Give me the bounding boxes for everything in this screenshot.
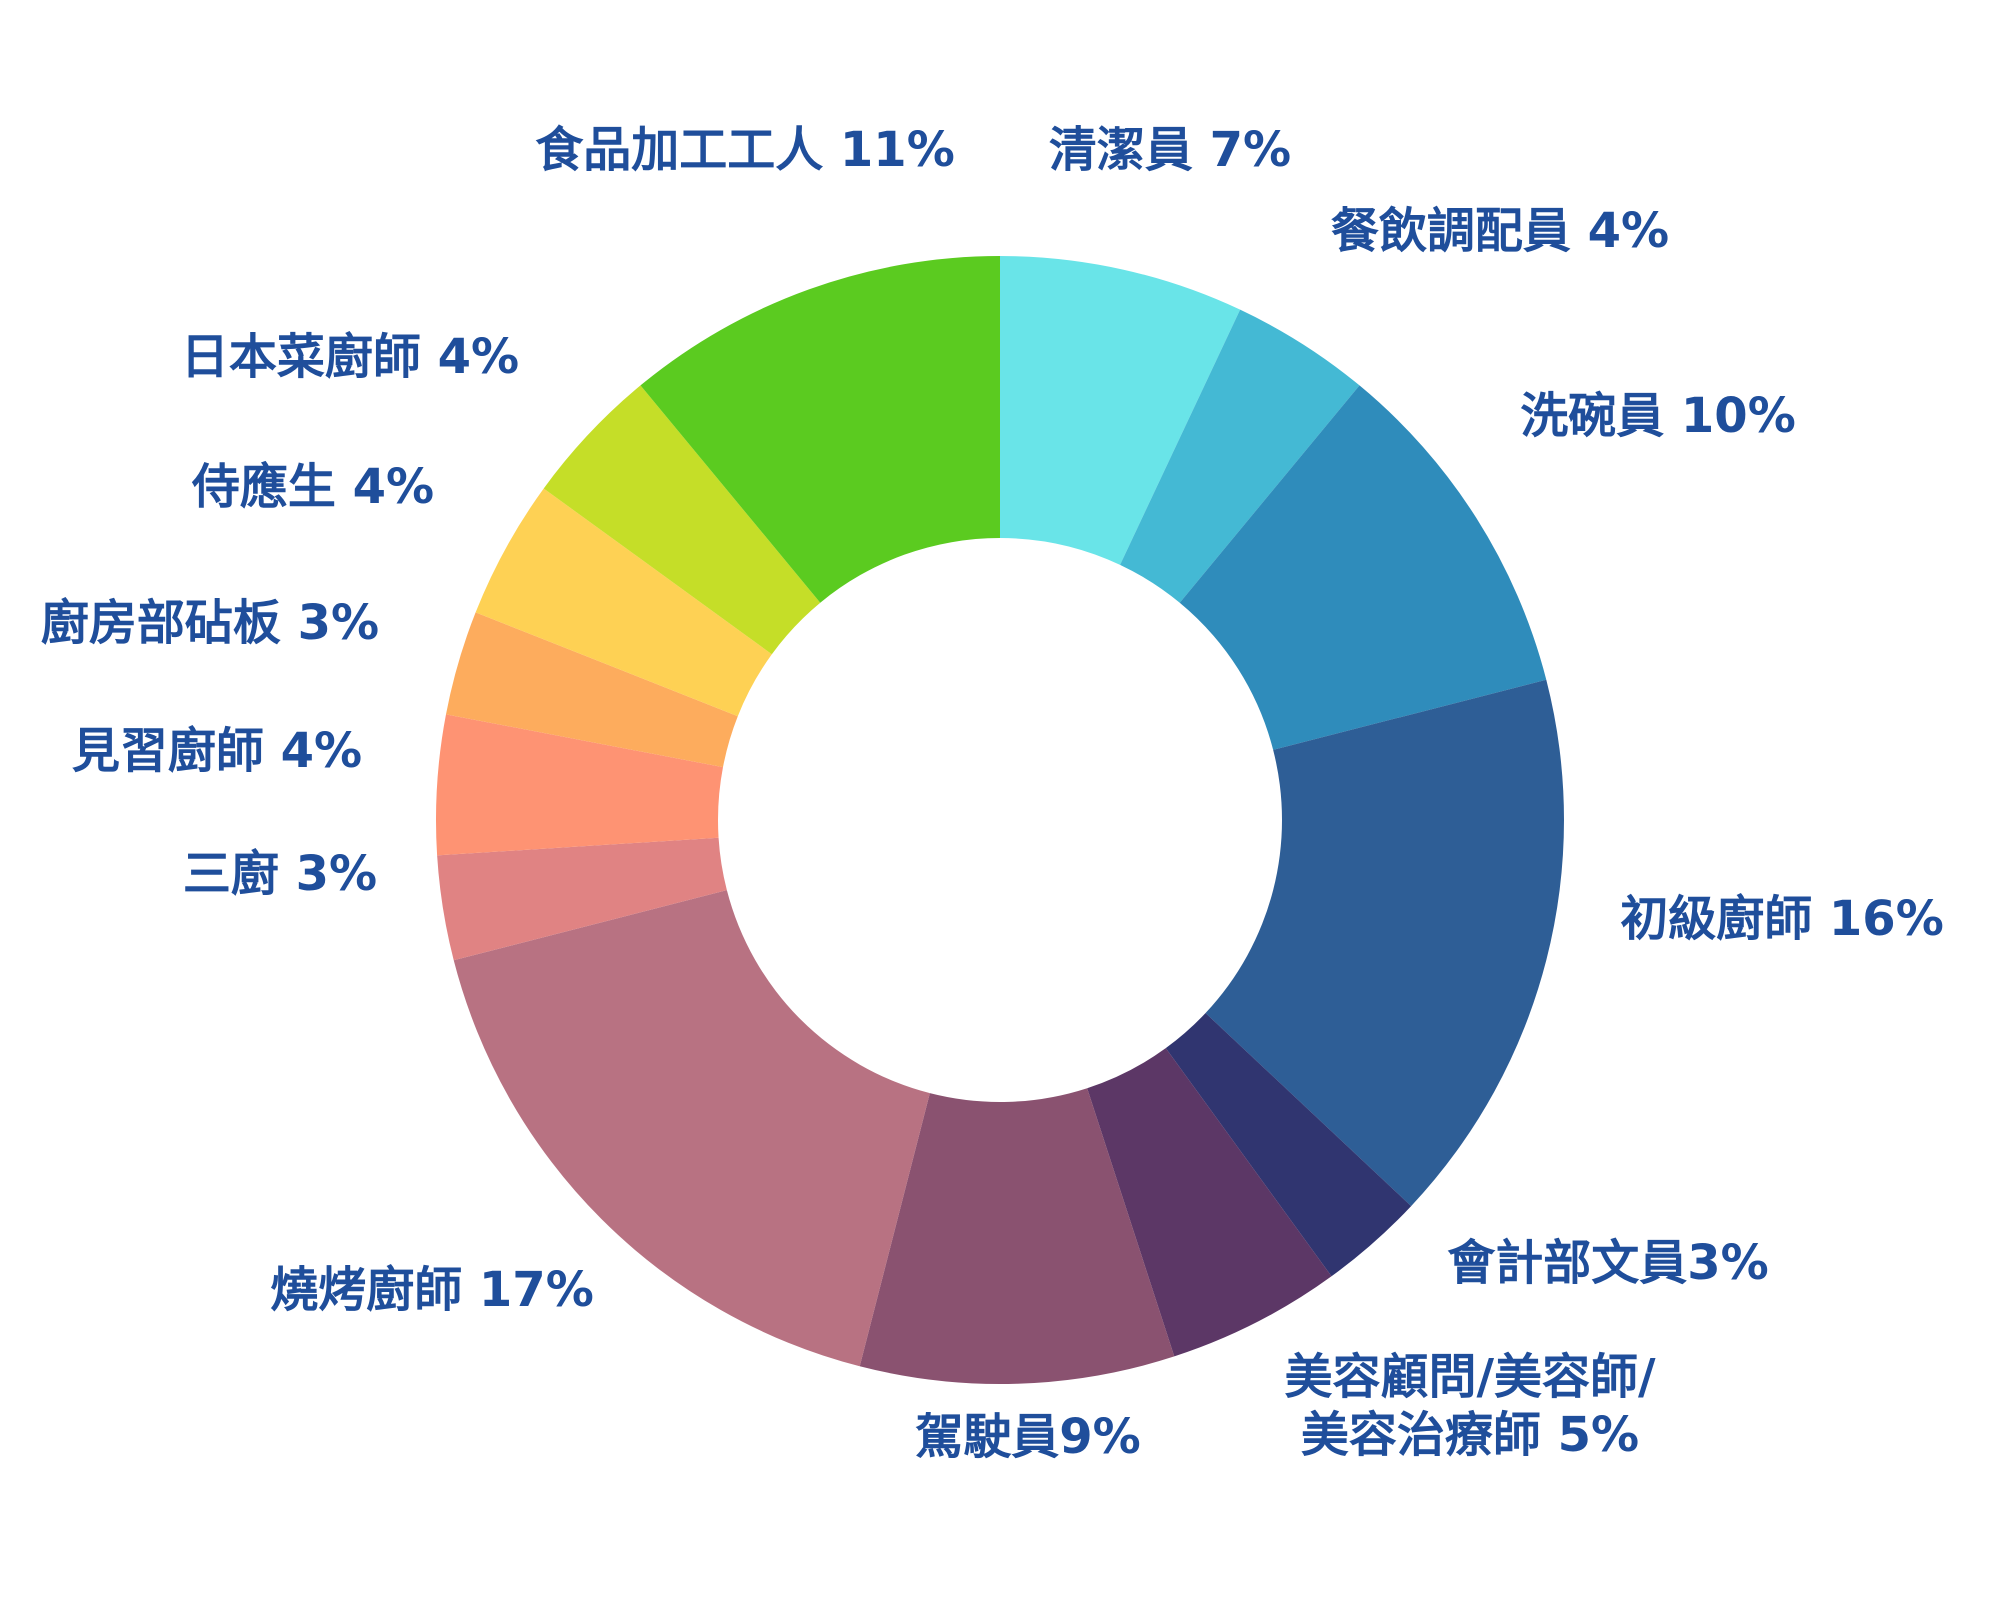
slice-label-line: 日本菜廚師 4% bbox=[181, 329, 519, 385]
slice-1 bbox=[1000, 256, 1241, 565]
slice-label-line: 駕駛員9% bbox=[915, 1409, 1141, 1465]
slice-9 bbox=[437, 837, 727, 961]
slice-label-line: 燒烤廚師 17% bbox=[270, 1262, 594, 1318]
slice-label-7: 駕駛員9% bbox=[915, 1409, 1141, 1465]
slice-label-line: 會計部文員3% bbox=[1447, 1235, 1769, 1291]
slice-3 bbox=[1179, 385, 1547, 750]
slice-label-1: 清潔員 7% bbox=[1049, 122, 1291, 178]
slice-13 bbox=[543, 385, 821, 655]
slice-label-13: 日本菜廚師 4% bbox=[181, 329, 519, 385]
slice-label-8: 燒烤廚師 17% bbox=[270, 1262, 594, 1318]
slice-label-4: 初級廚師 16% bbox=[1620, 891, 1944, 947]
slice-label-line: 美容治療師 5% bbox=[1301, 1407, 1639, 1463]
slice-label-line: 餐飲調配員 4% bbox=[1331, 203, 1669, 259]
slice-11 bbox=[445, 612, 738, 768]
slice-label-line: 三廚 3% bbox=[183, 846, 377, 902]
slice-label-line: 廚房部砧板 3% bbox=[41, 595, 379, 651]
slice-label-2: 餐飲調配員 4% bbox=[1331, 203, 1669, 259]
slice-8 bbox=[453, 890, 930, 1367]
slice-4 bbox=[1205, 679, 1564, 1207]
slice-label-line: 初級廚師 16% bbox=[1620, 891, 1944, 947]
slice-label-line: 見習廚師 4% bbox=[72, 723, 362, 779]
slice-7 bbox=[859, 1088, 1175, 1385]
slice-label-line: 洗碗員 10% bbox=[1520, 388, 1796, 444]
slice-label-9: 三廚 3% bbox=[183, 846, 377, 902]
slice-label-10: 見習廚師 4% bbox=[72, 723, 362, 779]
slice-label-3: 洗碗員 10% bbox=[1520, 388, 1796, 444]
slice-label-6: 美容顧問/美容師/美容治療師 5% bbox=[1284, 1349, 1656, 1463]
slice-14 bbox=[640, 256, 1000, 603]
slice-label-line: 清潔員 7% bbox=[1049, 122, 1291, 178]
slice-label-5: 會計部文員3% bbox=[1447, 1235, 1769, 1291]
slice-label-12: 侍應生 4% bbox=[191, 459, 434, 515]
slice-label-11: 廚房部砧板 3% bbox=[41, 595, 379, 651]
slice-5 bbox=[1165, 1013, 1412, 1277]
slice-12 bbox=[475, 488, 772, 717]
slice-label-line: 美容顧問/美容師/ bbox=[1284, 1349, 1656, 1405]
slice-label-line: 食品加工工人 11% bbox=[535, 122, 955, 178]
slice-6 bbox=[1087, 1048, 1332, 1357]
slice-10 bbox=[435, 714, 723, 856]
label-group: 清潔員 7% 餐飲調配員 4% 洗碗員 10% 初級廚師 16% 會計部文員3% 美容顧問… bbox=[41, 122, 1944, 1465]
slice-label-line: 侍應生 4% bbox=[191, 459, 434, 515]
slice-group bbox=[435, 256, 1564, 1385]
slice-2 bbox=[1120, 309, 1360, 603]
slice-label-14: 食品加工工人 11% bbox=[535, 122, 955, 178]
